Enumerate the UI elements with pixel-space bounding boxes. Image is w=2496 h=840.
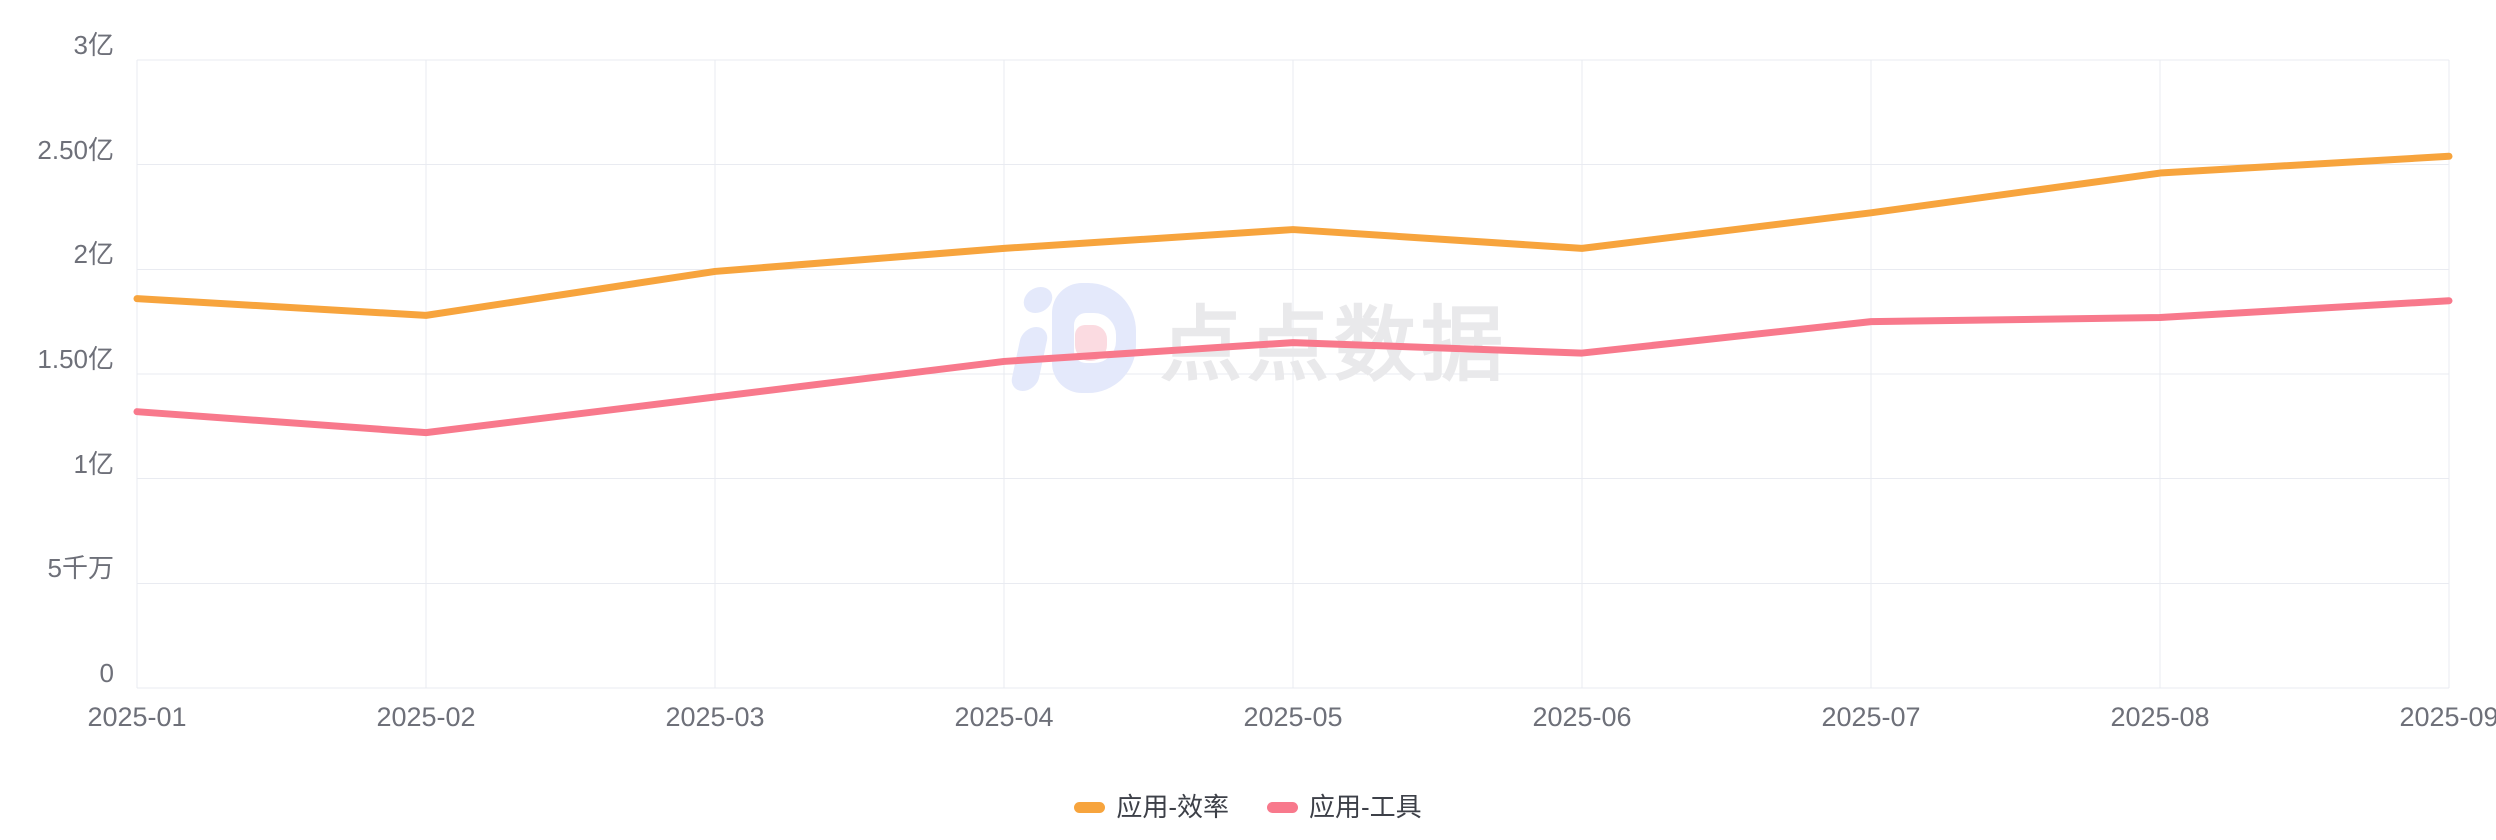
legend-item-app-tools[interactable]: 应用-工具 (1267, 792, 1422, 822)
legend-label: 应用-工具 (1309, 792, 1422, 822)
legend: 应用-效率 应用-工具 (0, 792, 2496, 822)
legend-label: 应用-效率 (1116, 792, 1229, 822)
series-line-app-efficiency (133, 152, 2453, 319)
series-line-app-tools (133, 297, 2453, 437)
legend-marker-icon (1267, 801, 1298, 813)
legend-item-app-efficiency[interactable]: 应用-效率 (1074, 792, 1229, 822)
legend-marker-icon (1074, 801, 1106, 813)
